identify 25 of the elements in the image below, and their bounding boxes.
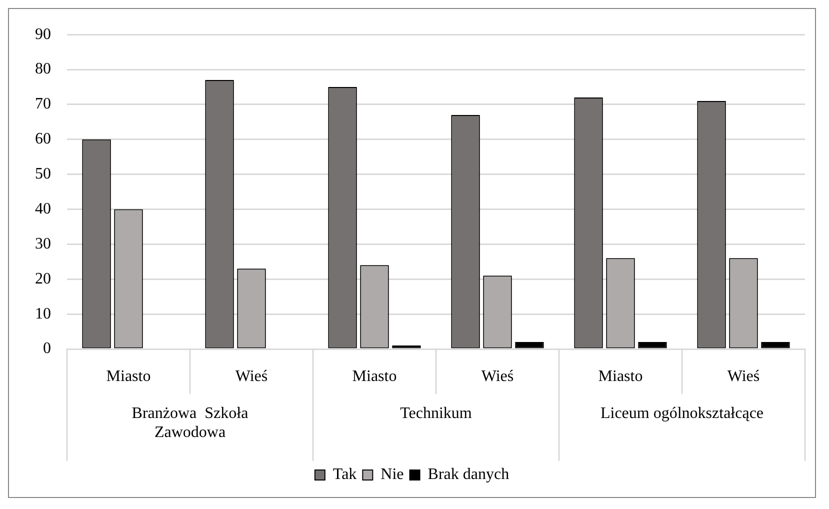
x-tick-label: Wieś: [481, 368, 514, 385]
bar: [638, 342, 667, 348]
text: Technikum: [400, 405, 472, 422]
x-tick-label: Wieś: [235, 368, 268, 385]
y-tick-label: 0: [43, 340, 51, 358]
x-tick-label: Miasto: [352, 368, 397, 385]
x-tick-label: Miasto: [598, 368, 643, 385]
text: Liceum ogólnokształcące: [600, 405, 764, 422]
y-tick-label: 80: [35, 60, 51, 78]
y-tick-label: 20: [35, 270, 51, 288]
legend-label: Nie: [380, 466, 404, 484]
legend-label: Brak danych: [428, 466, 510, 484]
x-tick-label: Miasto: [106, 368, 151, 385]
x-tick-label: Wieś: [727, 368, 760, 385]
y-tick-label: 60: [35, 130, 51, 148]
y-tick-label: 50: [35, 166, 51, 183]
legend-label: Tak: [332, 466, 357, 484]
bar: [515, 342, 544, 348]
y-tick-label: 90: [35, 26, 51, 43]
y-tick-label: 10: [35, 305, 51, 322]
y-tick-label: 70: [35, 96, 51, 113]
text: Branżowa Szkoła Zawodowa: [132, 405, 248, 442]
y-tick-label: 30: [35, 235, 51, 252]
bar: [761, 342, 790, 348]
y-tick-label: 40: [35, 200, 51, 218]
